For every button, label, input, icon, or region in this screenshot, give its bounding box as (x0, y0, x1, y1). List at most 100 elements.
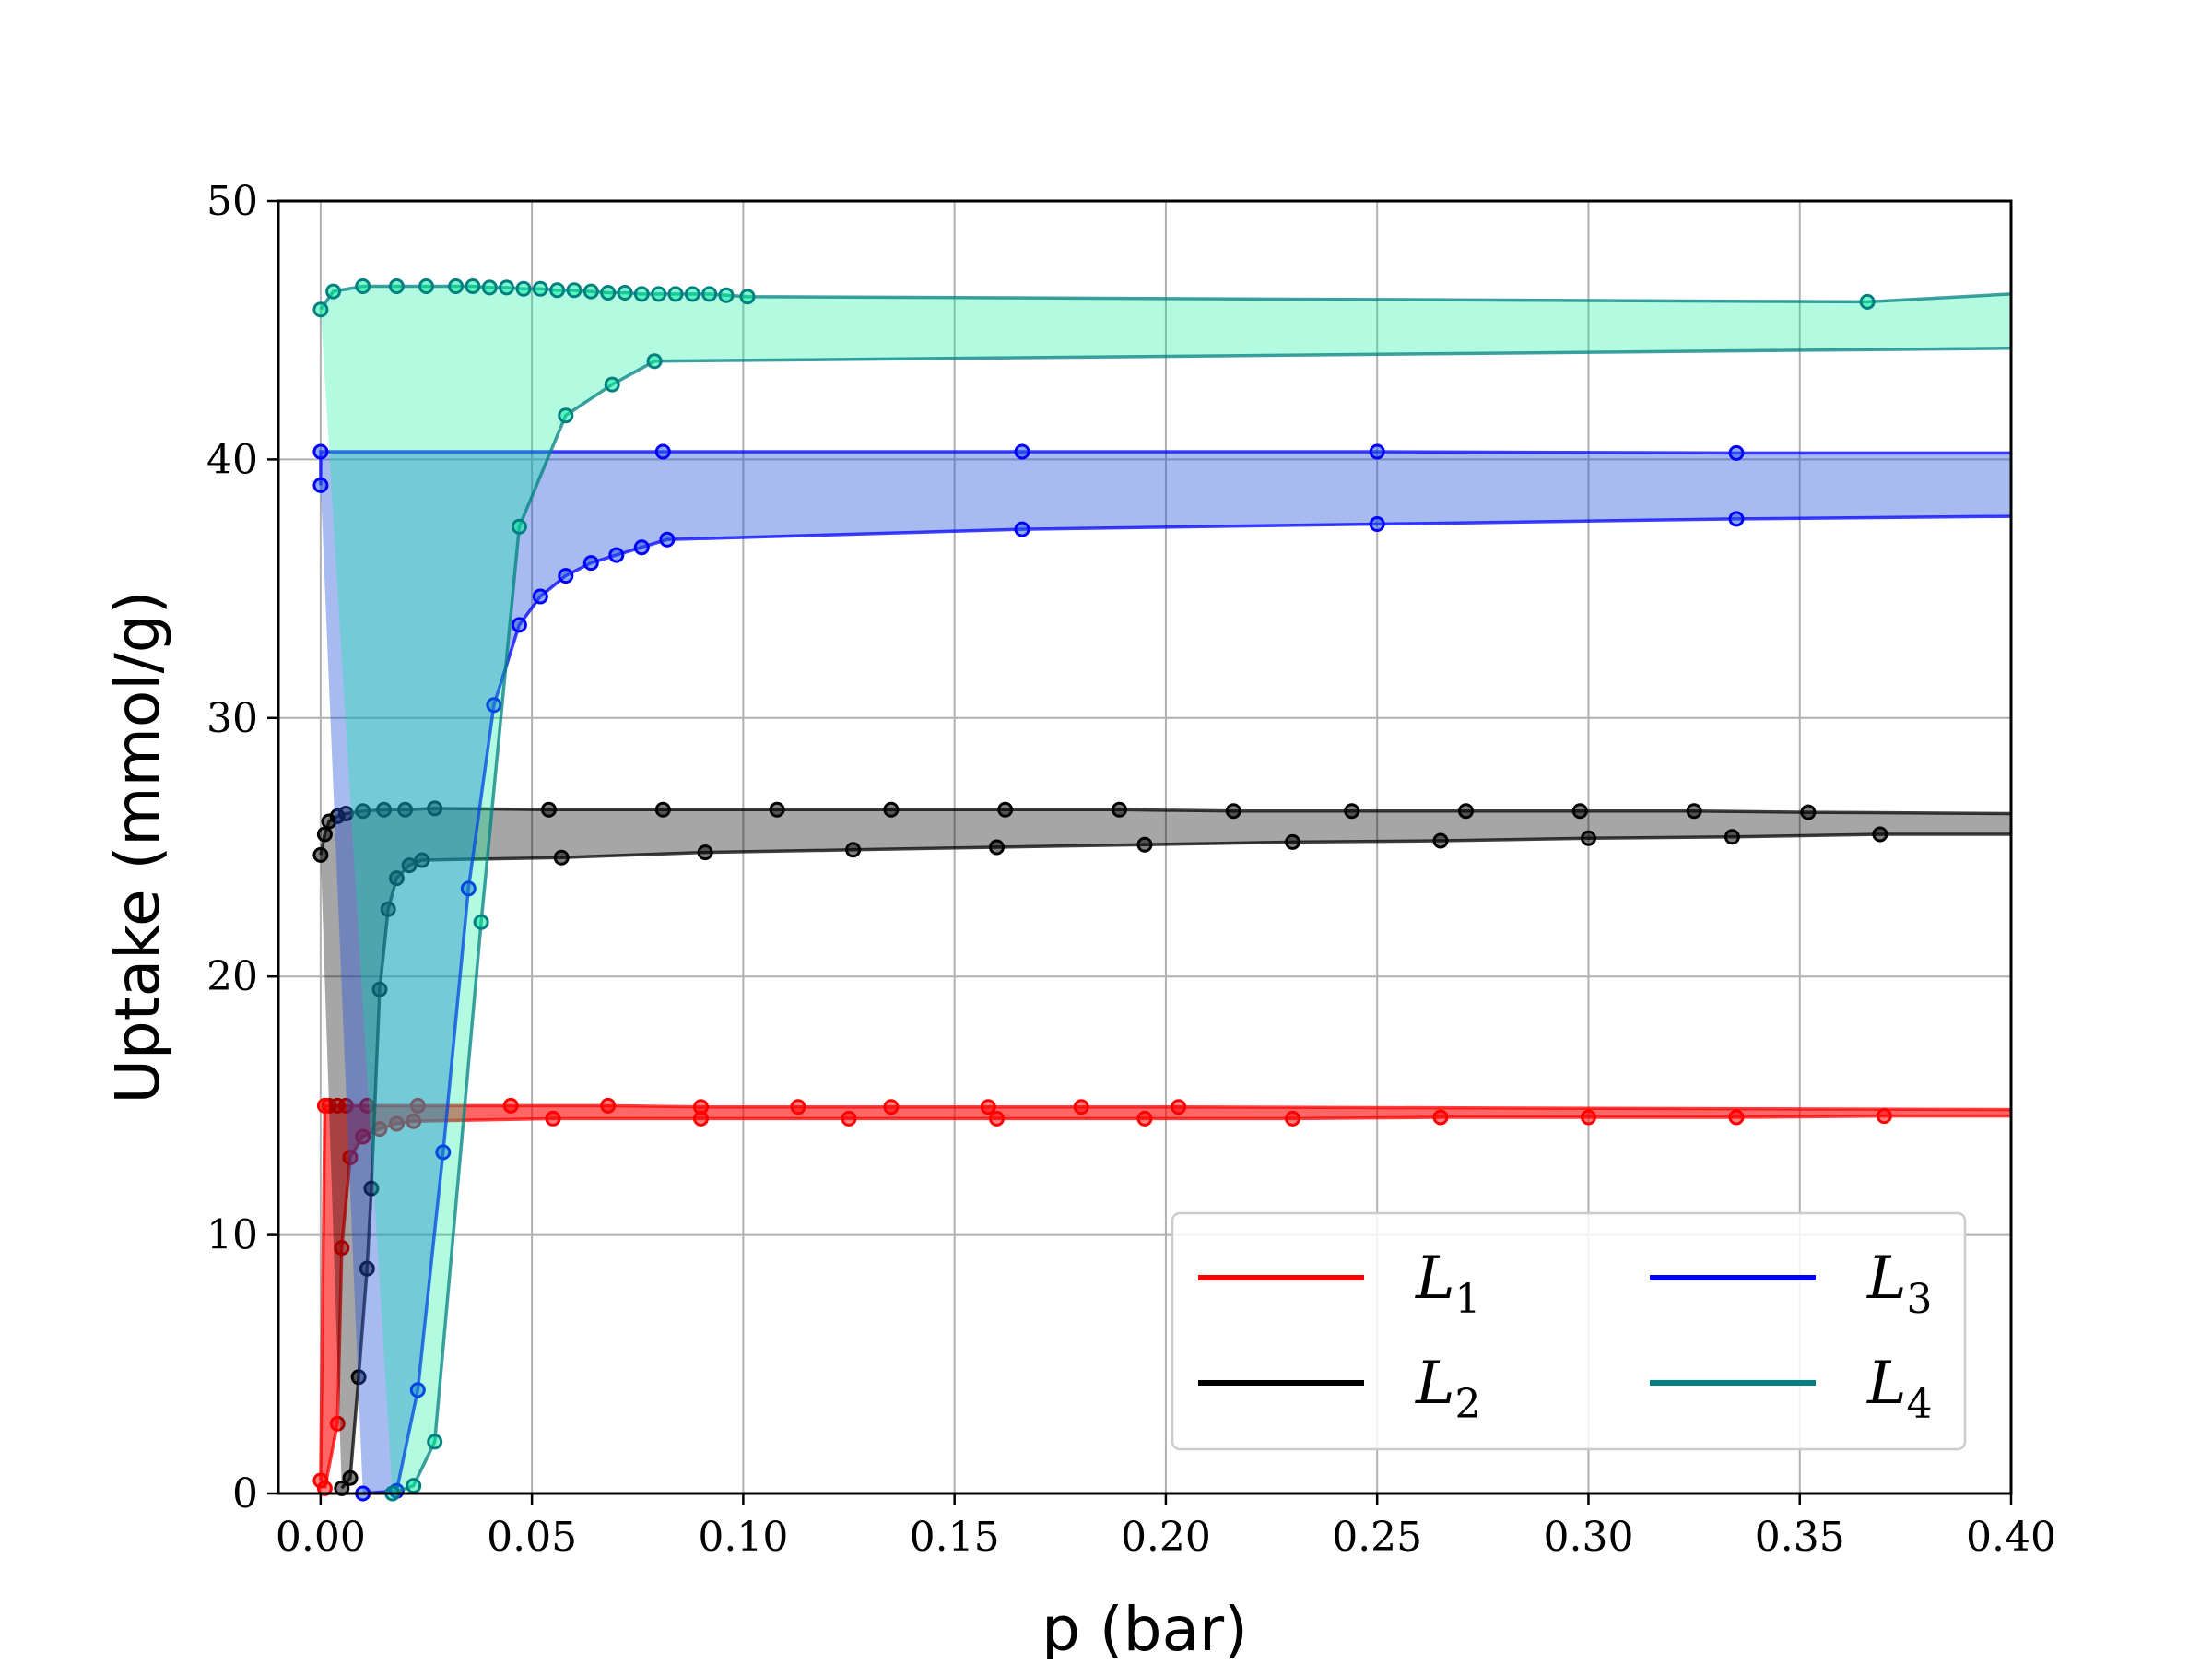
data-point (342, 1150, 359, 1165)
data-point (1285, 833, 1300, 850)
data-point (739, 289, 756, 305)
data-point (1724, 829, 1740, 845)
data-point (790, 1099, 806, 1115)
data-point (312, 443, 329, 460)
data-point (388, 278, 405, 294)
data-point (334, 1240, 350, 1257)
series-band (320, 286, 2011, 1493)
data-point (359, 1260, 375, 1277)
data-point (845, 842, 862, 858)
data-point (1369, 516, 1385, 532)
data-point (532, 280, 548, 297)
data-point (363, 1180, 380, 1197)
data-point (600, 285, 617, 301)
legend-item-L3: L3 (1650, 1245, 1933, 1323)
data-point (409, 1097, 426, 1114)
data-point (435, 1144, 452, 1161)
data-point (515, 280, 532, 297)
legend-subscript: 2 (1455, 1381, 1481, 1428)
data-point (460, 880, 477, 897)
data-point (549, 282, 566, 299)
y-tick-label: 0 (232, 1470, 258, 1517)
axis-ticks: 0.00 0.05 0.10 0.15 0.20 0.25 0.30 0.35 0.40 0 10 2… (206, 178, 2056, 1561)
data-point (1285, 1110, 1300, 1127)
data-point (1136, 1110, 1153, 1127)
data-point (553, 849, 570, 866)
data-point (414, 852, 430, 868)
x-tick-label: 0.20 (1121, 1514, 1211, 1561)
data-point (633, 286, 650, 302)
data-point (659, 531, 676, 548)
data-point (448, 278, 465, 294)
legend-label: L3 (1866, 1245, 1933, 1323)
data-point (604, 376, 620, 393)
data-point (1800, 804, 1817, 820)
data-point (1686, 803, 1702, 820)
data-point (502, 1097, 519, 1114)
y-tick-label: 50 (206, 178, 258, 225)
data-point (1728, 511, 1745, 527)
data-point (566, 282, 582, 299)
x-tick-label: 0.35 (1755, 1514, 1845, 1561)
x-tick-label: 0.00 (276, 1514, 366, 1561)
x-tick-label: 0.30 (1543, 1514, 1633, 1561)
series-band (320, 452, 2011, 1493)
legend-subscript: 1 (1455, 1276, 1481, 1323)
plot-frame (276, 199, 2013, 1495)
x-tick-label: 0.40 (1966, 1514, 2056, 1561)
data-point (718, 287, 735, 303)
data-point (406, 1478, 422, 1494)
data-point (473, 914, 489, 930)
data-point (701, 286, 718, 302)
data-point (1014, 521, 1030, 537)
data-point (418, 278, 434, 294)
data-point (883, 1099, 900, 1115)
data-point (355, 803, 371, 820)
data-point (980, 1099, 996, 1115)
y-tick-label: 30 (206, 695, 258, 742)
data-point (388, 870, 405, 887)
data-point (654, 801, 671, 818)
data-point (1876, 1108, 1892, 1125)
data-point (1112, 801, 1127, 818)
y-tick-label: 20 (206, 953, 258, 1000)
series-L3 (312, 443, 2012, 1502)
x-tick-label: 0.05 (487, 1514, 577, 1561)
y-axis-title: Uptake (mmol/g) (102, 591, 173, 1104)
data-point (1369, 443, 1385, 460)
data-point (693, 1110, 709, 1127)
data-point (633, 539, 650, 556)
data-point (1571, 803, 1588, 820)
data-point (769, 801, 785, 818)
data-point (316, 826, 333, 843)
data-point (511, 518, 527, 535)
data-point (646, 353, 663, 370)
series-L1 (312, 1097, 2012, 1496)
data-point (397, 801, 414, 818)
legend-box (1171, 1211, 1967, 1451)
data-point (329, 1415, 346, 1432)
data-point (465, 278, 481, 294)
data-point (380, 901, 396, 917)
data-point (1581, 1109, 1596, 1126)
x-tick-label: 0.25 (1332, 1514, 1422, 1561)
series-L2 (312, 800, 2012, 1496)
data-point (989, 839, 1005, 856)
data-point (1073, 1099, 1089, 1115)
data-point (1432, 832, 1449, 849)
data-point (388, 1115, 405, 1132)
data-point (355, 1128, 371, 1145)
data-point (651, 286, 667, 302)
data-point (1859, 293, 1876, 310)
data-point (541, 801, 557, 818)
data-point (1581, 830, 1596, 846)
data-point (337, 806, 354, 821)
data-point (511, 617, 527, 633)
series-layer (312, 278, 2012, 1502)
data-point (1728, 1109, 1745, 1126)
data-point (337, 1097, 354, 1114)
data-point (532, 588, 548, 605)
data-point (350, 1369, 367, 1386)
